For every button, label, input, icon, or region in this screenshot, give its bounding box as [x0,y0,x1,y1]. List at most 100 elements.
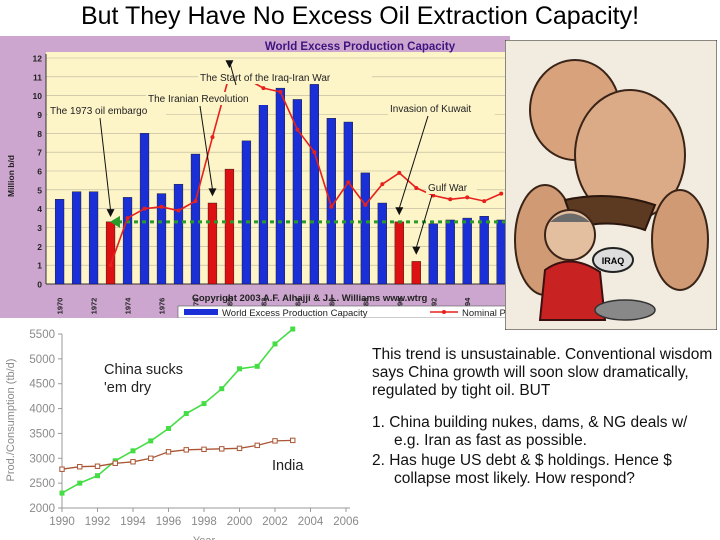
y-tick-label: 2000 [29,503,55,515]
series-point-1 [94,463,101,469]
series-point-0 [166,425,171,431]
price-point [329,204,334,209]
bar [360,172,370,285]
y-tick-label: 5500 [29,329,55,341]
legend-swatch-bars [184,309,218,315]
series-point-1 [254,442,260,449]
annotation-arrowhead [225,60,234,69]
legend-label-bars: World Excess Production Capacity [222,308,368,318]
series-point-1 [272,438,278,444]
price-point [380,182,385,187]
y-axis-title: Million b/d [6,155,16,197]
series-point-0 [130,448,136,454]
x-tick-label: 1972 [90,298,99,315]
price-point [278,89,283,94]
point-2: 2. Has huge US debt & $ holdings. Hence … [372,452,672,487]
annotation-arrowhead [106,209,115,218]
series-point-0 [95,473,100,479]
y-tick-label: 4000 [29,404,55,416]
annotation-label: The 1973 oil embargo [50,106,148,117]
annotation-arrowhead [208,188,217,197]
series-line-0 [61,328,294,494]
cartoon-iraq-label: IRAQ [602,256,625,266]
y-tick-label: 1 [37,261,42,271]
price-point [159,204,164,209]
bar [258,95,269,285]
x-tick-label: 2002 [262,516,288,528]
y-tick-label: 4 [37,204,42,214]
y-tick-label: 3 [37,223,42,233]
price-point [125,216,130,221]
series-point-0 [272,341,278,347]
series-point-1 [165,449,172,455]
y-tick-label: 7 [37,148,42,158]
y-tick-label: 10 [33,91,43,101]
bar [224,168,235,285]
bar [54,199,65,285]
annotation-china: China sucks [104,362,183,378]
body-paragraph: This trend is unsustainable. Conventiona… [372,346,713,399]
y-tick-label: 12 [33,54,43,64]
annotation-china-cont: 'em dry [104,380,152,396]
x-tick-label: 2004 [298,516,324,528]
annotation-arrow [199,105,213,190]
china-india-chart: 2000 2500 3000 3500 4000 4500 5000 5500 1990 1992… [5,326,359,540]
bar [173,183,184,285]
body-text: This trend is unsustainable. Conventiona… [372,346,717,490]
price-point [210,135,215,140]
price-point [431,193,436,198]
series-point-1 [59,466,65,472]
bar [411,261,421,285]
price-point [363,202,368,207]
annotation-arrow [398,115,429,209]
series-point-0 [201,401,207,407]
price-point [414,185,419,190]
annotation-arrowhead [395,207,404,216]
annotation-label: The Iranian Revolution [148,94,249,105]
reference-arrow [110,215,120,228]
chart-title: World Excess Production Capacity [265,41,456,53]
y-tick-label: 5000 [29,354,55,366]
annotation-bg [48,104,166,117]
bar [88,191,99,285]
series-point-0 [59,490,65,496]
annotation-bg [146,92,276,105]
annotation-label: Gulf War [428,183,468,194]
y-tick-label: 9 [37,110,42,120]
series-point-1 [219,446,225,452]
y-tick-label: 3000 [29,453,55,465]
legend-swatch-point [442,310,446,314]
series-point-0 [290,326,296,332]
bar [156,193,167,285]
x-tick-label: 1974 [124,297,133,315]
y-tick-label: 2500 [29,478,55,490]
bar [394,221,404,285]
price-point [108,263,113,268]
y-tick-label: 2 [37,242,42,252]
x-tick-label: 1984 [293,297,302,315]
price-point [499,191,504,196]
price-point [142,206,147,211]
annotation-arrowhead [412,246,421,255]
bar [462,217,472,285]
cartoon-illustration: IRAQ [505,40,717,330]
bar [377,202,387,285]
bar [207,202,218,285]
series-point-1 [201,446,207,453]
annotation-bg [198,71,372,84]
series-line-1 [61,439,293,470]
series-point-1 [183,447,189,453]
copyright-text: Copyright 2003 A.F. Alhajji & J.L. Willi… [192,293,428,304]
annotation-arrow [415,194,433,248]
annotation-label: The Start of the Iraq-Iran War [200,73,331,84]
price-point [448,197,453,202]
bar [275,87,286,285]
y-axis-title: Prod./Consumption (tb/d) [5,359,17,482]
y-tick-label: 5 [37,185,42,195]
price-line [109,74,502,266]
price-point [312,150,317,155]
bar [292,99,302,285]
x-tick-label: 1994 [463,297,472,315]
annotation-bg [426,181,477,194]
x-tick-label: 2006 [333,516,359,528]
